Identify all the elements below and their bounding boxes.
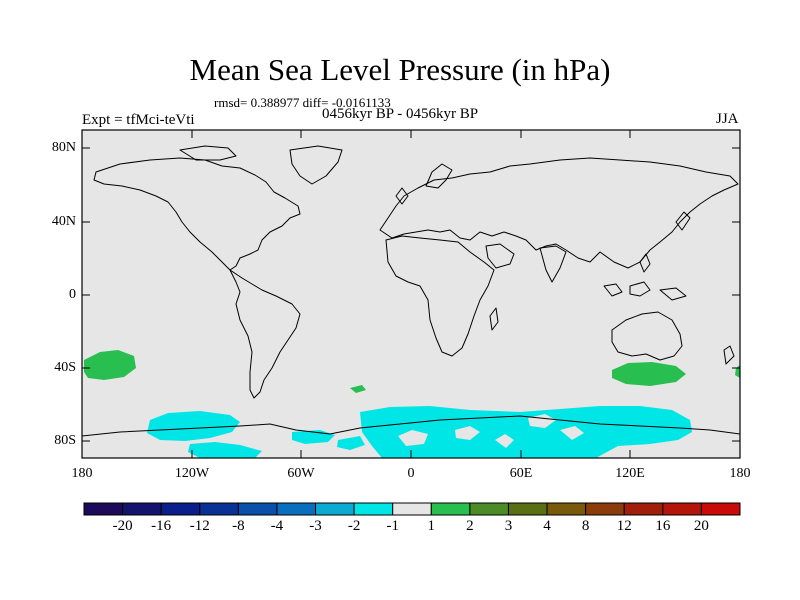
colorbar-swatch <box>662 502 702 516</box>
lat-label: 80N <box>51 140 76 155</box>
colorbar-swatch <box>469 502 509 516</box>
lon-label: 180 <box>71 466 93 481</box>
lat-label: 40N <box>51 214 76 229</box>
colorbar-swatch <box>430 502 471 516</box>
map-title: Mean Sea Level Pressure (in hPa) <box>189 52 611 87</box>
colorbar-swatch <box>199 502 239 516</box>
colorbar-label: -12 <box>189 518 210 534</box>
lat-label: 40S <box>54 360 76 375</box>
colorbar-swatch <box>122 502 162 516</box>
lat-label: 80S <box>54 433 76 448</box>
colorbar-label: -16 <box>151 518 172 534</box>
colorbar-label: -2 <box>347 518 361 534</box>
colorbar-label: 2 <box>466 518 474 534</box>
colorbar-label: -4 <box>270 518 284 534</box>
negative-anomaly-regions <box>147 406 692 458</box>
colorbar-label: 12 <box>616 518 632 534</box>
colorbar-swatch <box>353 502 394 516</box>
colorbar-label: -20 <box>112 518 133 534</box>
colorbar-swatch <box>623 502 664 516</box>
lon-label: 180 <box>729 466 751 481</box>
season-label: JJA <box>716 111 739 127</box>
colorbar-swatch <box>237 502 278 516</box>
colorbar-swatch <box>276 502 317 516</box>
colorbar-label: 8 <box>581 518 590 534</box>
colorbar-label: -1 <box>386 518 399 534</box>
colorbar-swatch <box>160 502 201 516</box>
colorbar <box>83 502 741 516</box>
colorbar-swatch <box>546 502 587 516</box>
lon-label: 60E <box>509 466 533 481</box>
positive-anomaly-regions <box>84 350 740 393</box>
lon-label: 0 <box>407 466 415 481</box>
period-text: 0456kyr BP - 0456kyr BP <box>322 106 479 122</box>
lon-tick-marks <box>81 130 741 458</box>
colorbar-label: 20 <box>693 518 709 534</box>
colorbar-label: -8 <box>232 518 245 534</box>
lat-label: 0 <box>69 287 76 302</box>
colorbar-swatch <box>507 502 548 516</box>
colorbar-label: 3 <box>504 518 513 534</box>
lat-tick-marks <box>82 147 740 442</box>
lon-label: 120W <box>174 466 210 481</box>
colorbar-label: -3 <box>309 518 322 534</box>
experiment-label: Expt = tfMci-teVti <box>82 112 195 128</box>
colorbar-swatch <box>83 502 124 516</box>
colorbar-label: 16 <box>655 518 671 534</box>
colorbar-swatch <box>585 502 625 516</box>
lon-label: 60W <box>287 466 315 481</box>
coastlines <box>81 145 741 437</box>
colorbar-swatch <box>315 502 355 516</box>
colorbar-swatch <box>392 502 432 516</box>
lon-label: 120E <box>615 466 645 481</box>
colorbar-label: 4 <box>543 518 551 534</box>
colorbar-label: 1 <box>427 518 436 534</box>
stats-text: rmsd= 0.388977 diff= -0.0161133 <box>214 95 391 110</box>
colorbar-swatch <box>700 502 741 516</box>
